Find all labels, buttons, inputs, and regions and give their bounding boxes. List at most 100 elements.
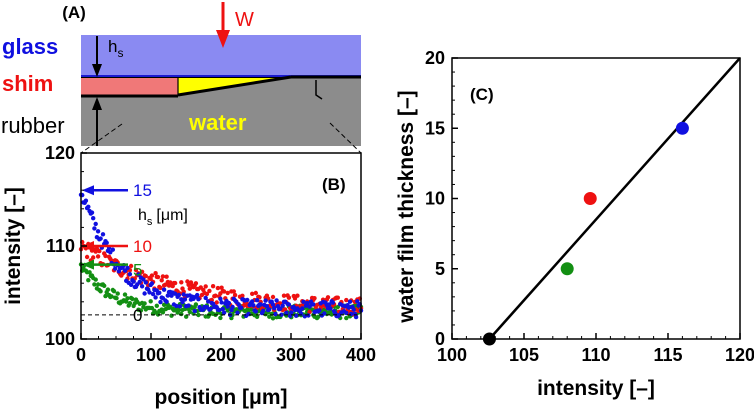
panel-b-legend: 15 10 5 0 — [133, 181, 152, 325]
data-point — [335, 295, 340, 300]
y-tick-label: 120 — [45, 143, 75, 163]
zoom-line-left — [80, 123, 123, 154]
data-point — [245, 297, 250, 303]
hs-label-main: h — [108, 37, 117, 56]
x-tick-label: 200 — [206, 345, 236, 365]
data-point — [258, 302, 263, 307]
data-point — [122, 268, 128, 273]
data-point — [103, 293, 108, 299]
data-point — [158, 299, 163, 305]
panel-c-x-axis-label: intensity [–] — [537, 377, 655, 400]
data-point — [139, 284, 145, 289]
data-point — [128, 282, 134, 287]
data-point — [231, 289, 236, 294]
data-point — [174, 303, 179, 309]
data-point — [164, 299, 169, 304]
data-point — [210, 284, 216, 289]
data-point — [209, 297, 214, 303]
data-point — [115, 291, 120, 296]
level-arrow-head — [82, 185, 94, 196]
data-point — [195, 292, 200, 298]
data-point — [279, 312, 284, 317]
data-point — [154, 303, 159, 308]
data-point — [172, 280, 178, 286]
data-point — [232, 292, 238, 298]
data-point — [353, 314, 359, 320]
data-point — [213, 293, 218, 298]
data-point — [103, 253, 108, 259]
data-point — [305, 300, 310, 306]
data-point — [89, 210, 95, 215]
y-tick-label: 0 — [435, 329, 445, 349]
data-point — [193, 281, 199, 286]
legend-entry: 10 — [133, 237, 152, 256]
x-tick-label: 120 — [725, 345, 754, 365]
data-point — [109, 294, 114, 299]
data-point — [221, 310, 227, 315]
data-point — [93, 277, 98, 282]
x-tick-label: 300 — [276, 345, 306, 365]
data-point — [263, 298, 268, 303]
panel-c-tag: (C) — [470, 85, 494, 104]
legend-title-main: h — [138, 207, 147, 224]
data-point — [317, 308, 322, 313]
data-point — [330, 300, 336, 305]
data-point — [675, 121, 689, 135]
data-point — [264, 304, 270, 309]
y-tick-label: 15 — [425, 118, 445, 138]
data-point — [95, 254, 101, 259]
panel-c-ticks: 100 105 110 115 120 0 5 10 15 20 — [425, 48, 754, 365]
data-point — [286, 302, 292, 307]
data-point — [267, 307, 272, 312]
legend-title-sub: s — [147, 216, 153, 228]
data-point — [236, 302, 241, 307]
y-tick-label: 100 — [45, 329, 75, 349]
y-tick-label: 110 — [46, 236, 75, 256]
data-point — [250, 299, 255, 304]
data-point — [344, 315, 349, 321]
legend-entry: 15 — [133, 181, 152, 200]
rubber-layer — [81, 77, 361, 146]
data-point — [87, 270, 92, 275]
data-point — [225, 308, 230, 313]
x-tick-label: 105 — [509, 345, 539, 365]
data-point — [220, 306, 225, 312]
data-point — [98, 236, 103, 241]
data-point — [86, 204, 91, 209]
data-point — [187, 286, 192, 291]
data-point — [322, 311, 327, 316]
data-point — [294, 313, 299, 318]
data-point — [192, 308, 197, 314]
data-point — [254, 298, 260, 303]
data-point — [181, 292, 186, 297]
data-point — [328, 306, 333, 311]
data-point — [95, 229, 101, 234]
glass-label: glass — [2, 34, 58, 59]
data-point — [102, 283, 107, 288]
data-point — [184, 314, 189, 319]
data-point — [300, 306, 305, 311]
panel-a-schematic: (A) glass shim rubber water W hs — [1, 2, 362, 154]
hs-label: hs — [108, 37, 123, 60]
data-point — [143, 273, 148, 279]
level-arrow-head — [82, 259, 94, 270]
data-point — [125, 265, 130, 271]
data-point — [141, 277, 146, 282]
y-tick-label: 20 — [425, 48, 445, 68]
data-point — [157, 290, 162, 295]
data-point — [196, 312, 201, 318]
legend-entry: 0 — [133, 306, 142, 325]
data-point — [346, 305, 351, 310]
data-point — [254, 314, 260, 319]
data-point — [124, 299, 129, 304]
data-point — [185, 279, 190, 284]
data-point — [130, 296, 135, 302]
data-point — [155, 274, 161, 280]
data-point — [311, 302, 316, 307]
data-point — [111, 289, 117, 294]
fit-line — [488, 57, 741, 340]
panel-c-y-axis-label: water film thickness [–] — [395, 90, 418, 323]
data-point — [91, 255, 96, 260]
data-point — [149, 281, 155, 286]
data-point — [203, 284, 208, 289]
